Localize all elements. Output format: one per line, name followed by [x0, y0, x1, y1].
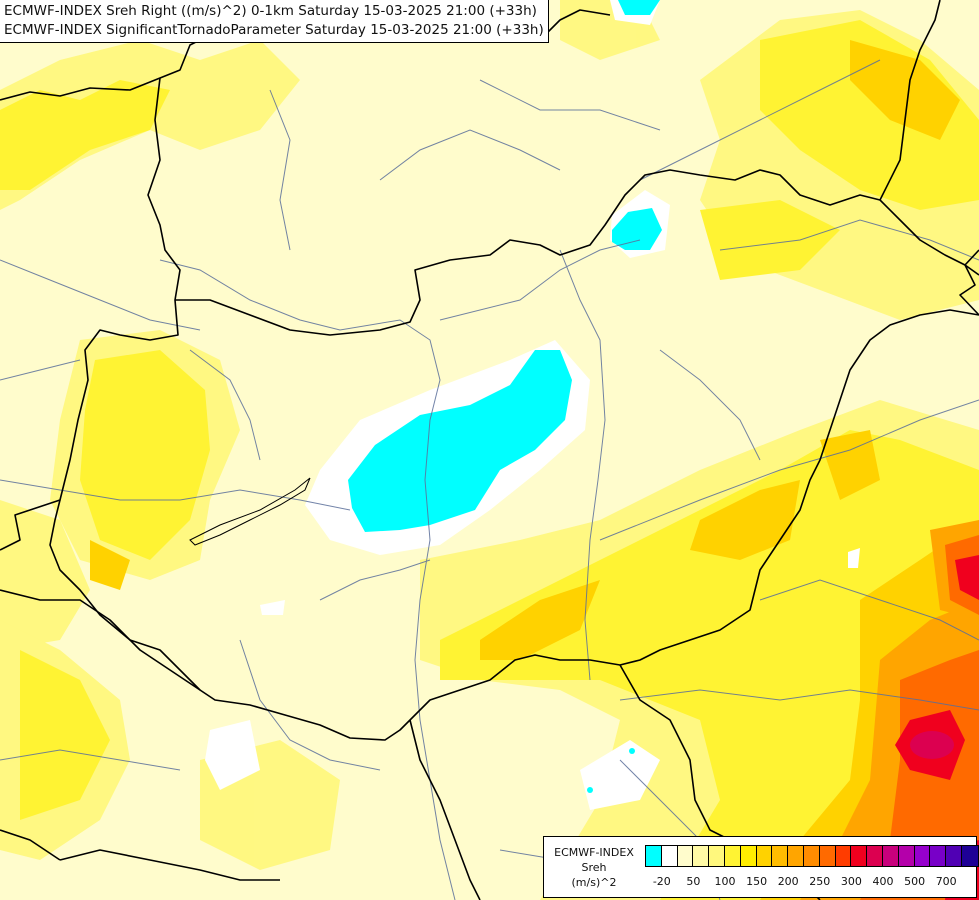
legend-ticks: -20 50 100 150 200 250 300 400 500 700	[645, 875, 970, 889]
title-line-stp: ECMWF-INDEX SignificantTornadoParameter …	[4, 22, 544, 38]
legend-swatch	[661, 846, 678, 866]
legend-swatch	[946, 846, 962, 866]
legend-swatch	[914, 846, 931, 866]
legend-swatch	[867, 846, 883, 866]
legend-color-bar	[645, 845, 979, 867]
legend-swatch	[772, 846, 789, 866]
legend-tick-label: 100	[714, 875, 736, 888]
sreh-field-100-150	[0, 20, 979, 900]
legend-swatch	[803, 846, 820, 866]
legend-variable: Sreh	[581, 861, 607, 874]
rivers	[0, 59, 979, 900]
legend-tick-label: 700	[935, 875, 957, 888]
legend-tick-label: 500	[904, 875, 926, 888]
legend-swatch	[788, 846, 804, 866]
map-title-box: ECMWF-INDEX Sreh Right ((m/s)^2) 0-1km S…	[0, 0, 549, 43]
legend-swatch	[961, 846, 978, 866]
legend-swatch	[898, 846, 915, 866]
legend-tick-label: 200	[777, 875, 799, 888]
legend-swatch	[851, 846, 868, 866]
legend-swatch	[756, 846, 773, 866]
legend-swatch	[835, 846, 852, 866]
legend-tick-label: 150	[746, 875, 768, 888]
legend-swatch	[740, 846, 757, 866]
legend-tick-label: 300	[840, 875, 862, 888]
legend-swatch	[693, 846, 710, 866]
legend-source: ECMWF-INDEX	[554, 846, 634, 859]
legend-labels: ECMWF-INDEX Sreh (m/s)^2	[546, 845, 642, 890]
sreh-field-400-plus	[910, 731, 954, 759]
legend-swatch	[677, 846, 694, 866]
legend-swatch	[646, 846, 662, 866]
legend-tick-label: 50	[686, 875, 701, 888]
color-legend: ECMWF-INDEX Sreh (m/s)^2 -20 50 100 150 200 2…	[543, 836, 979, 898]
legend-tick-label: 250	[809, 875, 831, 888]
lake-balaton	[189, 477, 311, 546]
legend-unit: (m/s)^2	[571, 876, 617, 889]
legend-tick-label: 400	[872, 875, 894, 888]
legend-tick-label: -20	[652, 875, 671, 888]
sreh-field-negative	[348, 0, 662, 793]
legend-swatch	[930, 846, 947, 866]
legend-swatch	[709, 846, 725, 866]
legend-swatch	[724, 846, 741, 866]
title-line-sreh: ECMWF-INDEX Sreh Right ((m/s)^2) 0-1km S…	[4, 3, 537, 19]
legend-swatch	[882, 846, 899, 866]
legend-swatch	[819, 846, 836, 866]
